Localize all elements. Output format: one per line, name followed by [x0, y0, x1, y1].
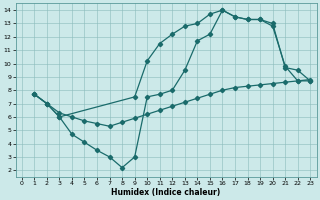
X-axis label: Humidex (Indice chaleur): Humidex (Indice chaleur) — [111, 188, 221, 197]
